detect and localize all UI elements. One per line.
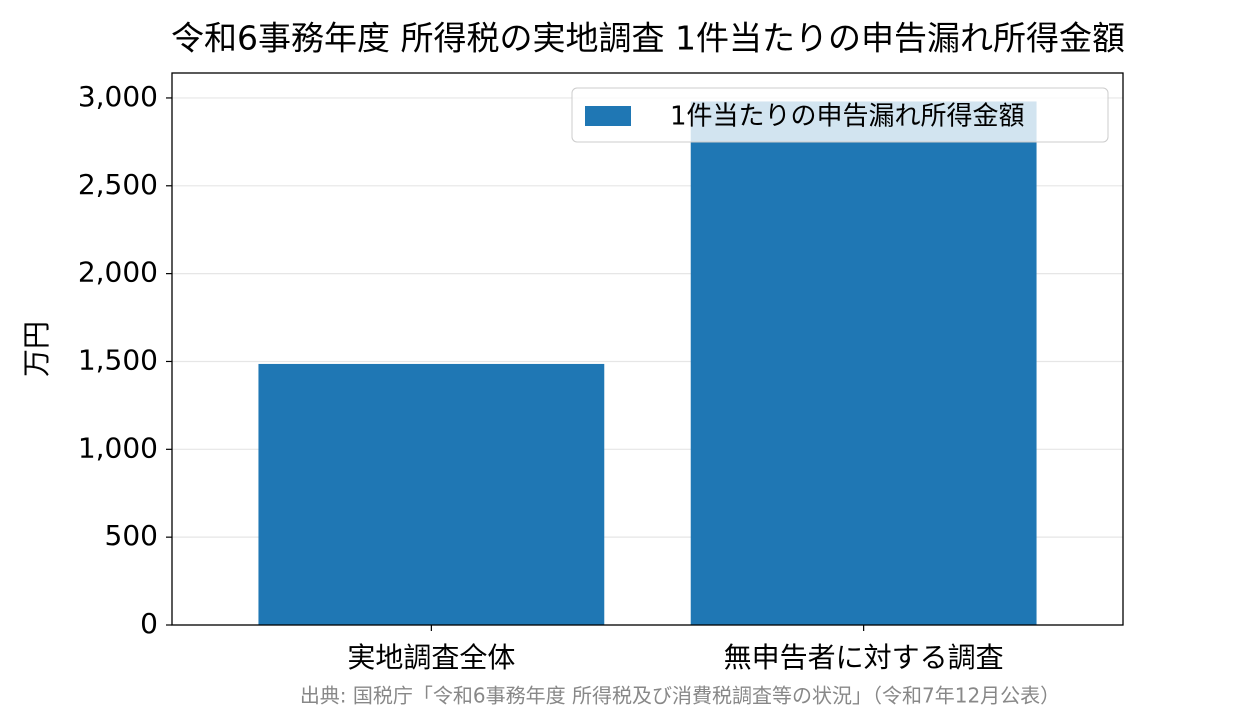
bar	[258, 363, 605, 625]
legend-swatch	[585, 106, 631, 126]
y-tick-label: 0	[140, 607, 158, 640]
chart-title: 令和6事務年度 所得税の実地調査 1件当たりの申告漏れ所得金額	[171, 19, 1125, 58]
legend-label: 1件当たりの申告漏れ所得金額	[670, 102, 1025, 132]
plot-frame	[171, 72, 1124, 626]
y-tick-label: 500	[105, 519, 158, 552]
y-tick-label: 2,500	[78, 168, 158, 201]
y-tick-label: 3,000	[78, 80, 158, 113]
y-axis-label: 万円	[20, 321, 53, 377]
x-tick-label: 実地調査全体	[347, 641, 515, 674]
x-tick-label: 無申告者に対する調査	[724, 641, 1004, 674]
y-tick-label: 1,500	[78, 343, 158, 376]
source-note: 出典: 国税庁「令和6事務年度 所得税及び消費税調査等の状況」（令和7年12月公…	[300, 684, 1060, 708]
bar	[690, 101, 1037, 625]
y-tick-label: 2,000	[78, 256, 158, 289]
y-tick-label: 1,000	[78, 431, 158, 464]
legend-box	[571, 87, 1109, 143]
